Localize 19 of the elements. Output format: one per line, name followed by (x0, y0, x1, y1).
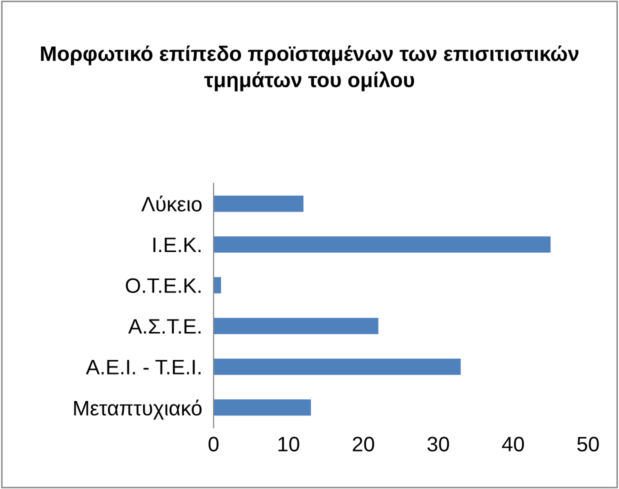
bar (214, 277, 222, 294)
x-tick-label: 50 (577, 436, 599, 452)
x-tick-label: 20 (352, 436, 374, 452)
chart-title: Μορφωτικό επίπεδο προϊσταμένων των επισιτιστικών τμημάτων του ομίλου (41, 46, 578, 92)
x-tick-label: 0 (208, 436, 219, 452)
y-tick-label: Λύκειο (141, 196, 202, 212)
bar (214, 196, 304, 212)
y-tick-label: Μεταπτυχιακό (74, 400, 202, 420)
bar (214, 236, 551, 253)
bar (214, 399, 311, 416)
y-tick-label: Α.Ε.Ι. - Τ.Ε.Ι. (86, 360, 201, 374)
y-tick-label: Α.Σ.Τ.Ε. (128, 319, 201, 334)
bar (214, 318, 378, 334)
x-tick-label: 10 (278, 436, 300, 452)
bar (214, 358, 461, 375)
x-tick-label: 40 (502, 436, 524, 452)
x-tick-label: 30 (427, 436, 450, 452)
y-tick-label: Ι.Ε.Κ. (153, 238, 201, 252)
y-tick-label: Ο.Τ.Ε.Κ. (126, 278, 201, 294)
